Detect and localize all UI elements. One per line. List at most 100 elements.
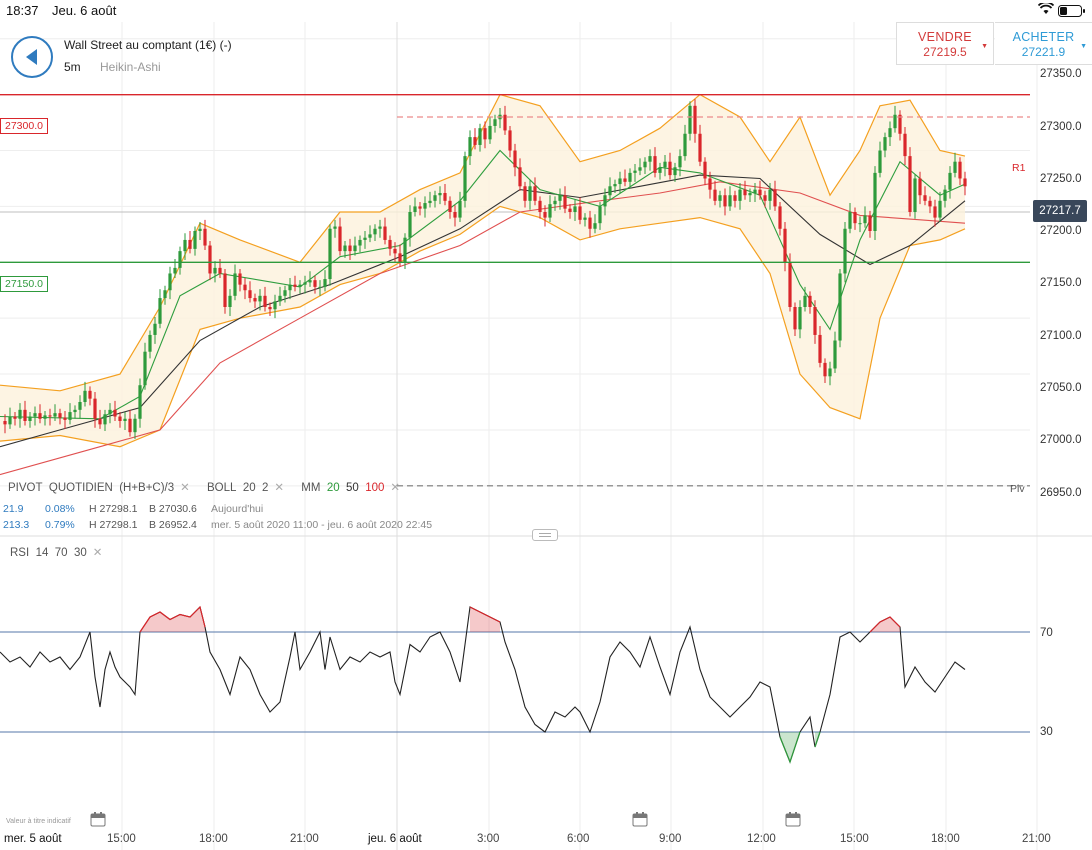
candle-up: [548, 204, 552, 218]
close-icon[interactable]: ✕: [92, 547, 103, 559]
candle-up: [948, 172, 952, 190]
candle-up: [893, 114, 897, 129]
status-time: 18:37: [6, 3, 39, 18]
candle-up: [148, 334, 152, 352]
candle-down: [248, 290, 252, 299]
candle-up: [143, 351, 147, 386]
candle-up: [43, 415, 47, 419]
calendar-icon[interactable]: [632, 811, 648, 832]
candle-up: [863, 215, 867, 224]
candle-down: [808, 295, 812, 307]
candle-up: [848, 212, 852, 229]
candle-down: [918, 178, 922, 196]
candle-down: [508, 130, 512, 151]
candle-up: [633, 170, 637, 173]
candle-up: [18, 409, 22, 419]
candle-down: [723, 195, 727, 207]
candle-up: [438, 193, 442, 196]
back-button[interactable]: [11, 36, 53, 78]
current-price-tag: 27217.7: [1033, 200, 1087, 222]
candle-up: [328, 228, 332, 280]
buy-button[interactable]: ACHETER 27221.9 ▼: [995, 22, 1092, 65]
candle-up: [8, 416, 12, 425]
candle-up: [423, 203, 427, 209]
candle-up: [833, 340, 837, 369]
price-tick: 27050.0: [1040, 382, 1082, 394]
resistance-level-tag[interactable]: 27300.0: [0, 118, 48, 134]
candle-up: [888, 128, 892, 138]
candle-down: [243, 284, 247, 291]
candle-down: [388, 239, 392, 249]
candle-down: [568, 208, 572, 212]
close-icon[interactable]: ✕: [390, 482, 401, 494]
boll-indicator[interactable]: BOLL 20 2: [207, 482, 268, 494]
calendar-icon[interactable]: [785, 811, 801, 832]
candle-down: [963, 178, 967, 187]
candle-down: [393, 248, 397, 254]
candle-up: [938, 200, 942, 218]
candle-up: [158, 298, 162, 324]
price-tick: 27350.0: [1040, 68, 1082, 80]
candle-down: [118, 416, 122, 421]
candle-up: [663, 161, 667, 168]
panel-resize-handle[interactable]: [532, 529, 558, 541]
candle-down: [793, 307, 797, 330]
candle-down: [788, 262, 792, 307]
stats-row-today: 21.9 0.08% H 27298.1 B 27030.6 Aujourd'hui: [3, 503, 263, 515]
time-tick: 9:00: [659, 833, 682, 845]
candle-up: [213, 267, 217, 274]
candle-down: [518, 167, 522, 187]
candle-down: [398, 253, 402, 263]
candle-down: [48, 415, 52, 417]
candle-up: [468, 137, 472, 157]
pivot-formula: (H+B+C)/3: [119, 482, 175, 494]
price-tick: 27000.0: [1040, 434, 1082, 446]
buy-price: 27221.9: [1021, 45, 1066, 59]
candle-down: [903, 133, 907, 157]
time-tick: 3:00: [477, 833, 500, 845]
sell-button[interactable]: VENDRE 27219.5 ▼: [896, 22, 994, 65]
candle-up: [458, 200, 462, 218]
close-icon[interactable]: ✕: [180, 482, 190, 494]
pivot-indicator[interactable]: PIVOT QUOTIDIEN (H+B+C)/3: [8, 482, 174, 494]
close-icon[interactable]: ✕: [274, 482, 285, 494]
candle-up: [558, 195, 562, 201]
candle-down: [13, 416, 17, 419]
candle-up: [593, 223, 597, 229]
candle-up: [493, 119, 497, 126]
candle-up: [553, 200, 557, 205]
candle-up: [378, 226, 382, 229]
time-tick: 12:00: [747, 833, 776, 845]
sell-label: VENDRE: [918, 30, 972, 44]
candle-up: [613, 184, 617, 187]
high-value: H 27298.1: [89, 519, 138, 531]
candle-up: [433, 195, 437, 201]
price-levels: [0, 93, 1030, 487]
candle-up: [598, 206, 602, 224]
support-level-tag[interactable]: 27150.0: [0, 276, 48, 292]
candle-down: [778, 206, 782, 229]
candle-up: [488, 125, 492, 140]
candle-up: [183, 239, 187, 252]
r1-label: R1: [1012, 162, 1026, 174]
candle-up: [68, 412, 72, 420]
candle-down: [578, 206, 582, 220]
calendar-icon[interactable]: [90, 811, 106, 832]
candle-up: [843, 228, 847, 274]
price-tick: 26950.0: [1040, 487, 1082, 499]
candle-up: [618, 178, 622, 185]
candle-down: [63, 417, 67, 420]
time-tick: 15:00: [107, 833, 136, 845]
chart-type-selector[interactable]: Heikin-Ashi: [100, 60, 161, 74]
candle-down: [128, 418, 132, 433]
rsi-indicator[interactable]: RSI 14 70 30: [10, 547, 87, 559]
time-tick: mer. 5 août: [4, 833, 62, 845]
candle-down: [933, 206, 937, 218]
wifi-icon: [1037, 1, 1055, 18]
candle-down: [223, 273, 227, 307]
mm-indicator[interactable]: MM 20 50 100: [301, 482, 384, 494]
candle-down: [703, 161, 707, 179]
candle-down: [383, 226, 387, 240]
timeframe-selector[interactable]: 5m: [64, 60, 81, 74]
